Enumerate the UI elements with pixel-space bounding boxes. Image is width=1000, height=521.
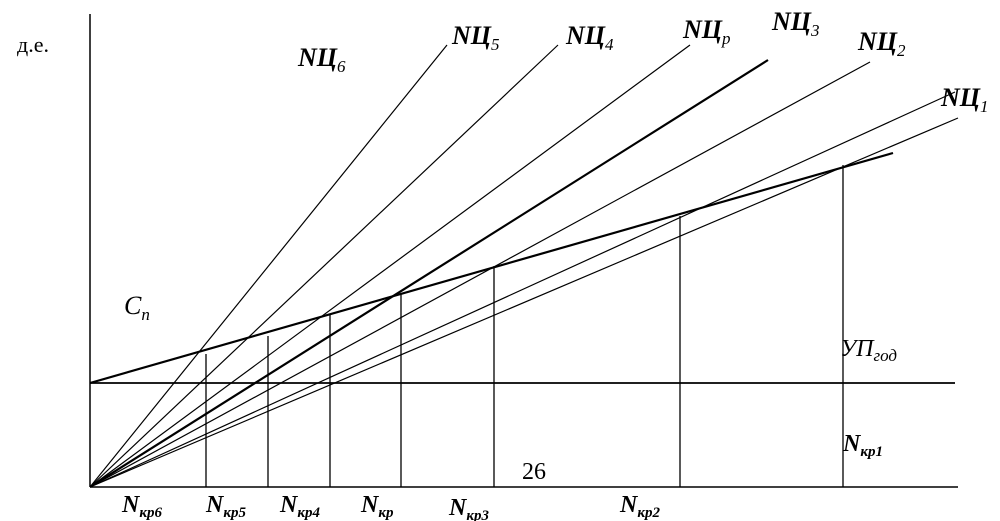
breakeven-label-4: Nкр4 — [279, 492, 320, 521]
revenue-line-2 — [89, 61, 871, 488]
y-axis-unit: д.е. — [17, 32, 49, 57]
revenue-label-4: NЦ4 — [565, 21, 614, 54]
revenue-line-1b — [89, 117, 959, 488]
revenue-label-3: NЦ3 — [771, 7, 820, 40]
page-number: 26 — [522, 459, 546, 485]
revenue-label-2: NЦ2 — [857, 27, 906, 60]
revenue-line-5 — [89, 44, 559, 488]
revenue-label-5: NЦ5 — [451, 21, 500, 54]
revenue-line-6 — [89, 44, 448, 488]
revenue-label-p: NЦр — [682, 15, 731, 48]
breakeven-label-p: Nкр — [360, 492, 394, 521]
revenue-line-1a — [89, 91, 956, 488]
revenue-label-1: NЦ1 — [940, 83, 989, 116]
breakeven-label-5: Nкр5 — [205, 492, 246, 521]
revenue-lines — [89, 44, 959, 488]
breakeven-label-2: Nкр2 — [619, 492, 660, 521]
breakeven-label-6: Nкр6 — [121, 492, 162, 521]
cost-label: Cп — [124, 291, 150, 324]
breakeven-label-3: Nкр3 — [448, 495, 489, 521]
breakeven-verticals — [205, 165, 844, 487]
revenue-line-4 — [89, 44, 691, 488]
breakeven-label-1: Nкр1 — [842, 431, 883, 460]
fixed-cost-label: УПгод — [840, 336, 897, 365]
revenue-label-6: NЦ6 — [297, 43, 346, 76]
revenue-line-3 — [89, 59, 769, 488]
